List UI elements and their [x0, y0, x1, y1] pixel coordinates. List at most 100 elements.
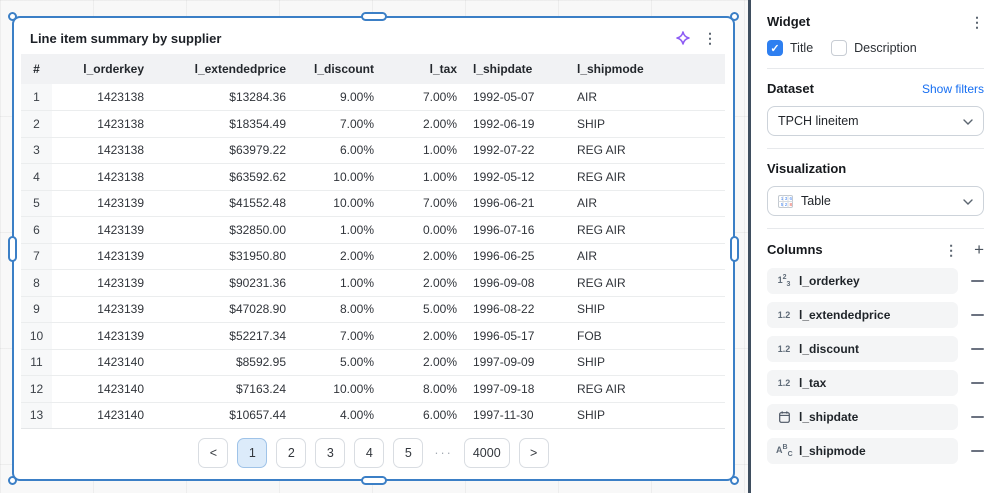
- table-cell: 6.00%: [382, 402, 465, 429]
- resize-handle-right[interactable]: [730, 235, 739, 262]
- table-row: 12 1423140 $7163.24 10.00% 8.00% 1997-09-18 RE…: [21, 375, 725, 403]
- widget-kebab-menu-icon[interactable]: ⋮: [703, 30, 717, 46]
- remove-column-button[interactable]: [958, 348, 984, 350]
- table-cell: 1423140: [52, 375, 152, 403]
- table-row: 8 1423139 $90231.36 1.00% 2.00% 1996-09-08 REG…: [21, 269, 725, 297]
- table-cell: 1423140: [52, 349, 152, 376]
- pagination-prev-button[interactable]: <: [198, 438, 229, 468]
- column-header-l_tax[interactable]: l_tax: [382, 54, 465, 84]
- table-row: 9 1423139 $47028.90 8.00% 5.00% 1996-08-22 SHI…: [21, 296, 725, 323]
- table-row: 5 1423139 $41552.48 10.00% 7.00% 1996-06-21 AI…: [21, 190, 725, 217]
- table-row: 11 1423140 $8592.95 5.00% 2.00% 1997-09-09 SHI…: [21, 349, 725, 376]
- row-index-cell: 13: [21, 402, 52, 429]
- table-cell: REG AIR: [569, 269, 725, 297]
- resize-handle-bottom-right[interactable]: [730, 476, 739, 485]
- table-cell: 1423138: [52, 110, 152, 138]
- table-cell: 7.00%: [382, 190, 465, 217]
- table-cell: 7.00%: [382, 84, 465, 111]
- divider: [767, 68, 984, 69]
- dataset-select[interactable]: TPCH lineitem: [767, 106, 984, 136]
- table-cell: 1996-08-22: [465, 296, 569, 323]
- column-header-l_orderkey[interactable]: l_orderkey: [52, 54, 152, 84]
- integer-123-icon: 123: [777, 274, 791, 288]
- row-index-cell: 3: [21, 137, 52, 164]
- column-header-l_shipdate[interactable]: l_shipdate: [465, 54, 569, 84]
- add-column-icon[interactable]: +: [974, 240, 984, 259]
- table-cell: 2.00%: [382, 322, 465, 350]
- visualization-section-title: Visualization: [767, 161, 847, 176]
- table-cell: 1992-07-22: [465, 137, 569, 164]
- page-button-1[interactable]: 1: [237, 438, 268, 468]
- column-item-l-orderkey[interactable]: 123 l_orderkey: [767, 268, 958, 294]
- column-header-l_extendedprice[interactable]: l_extendedprice: [152, 54, 294, 84]
- page-button-4000[interactable]: 4000: [463, 438, 510, 468]
- table-cell: 1996-05-17: [465, 322, 569, 350]
- column-item-l-tax[interactable]: 1.2 l_tax: [767, 370, 958, 396]
- column-header-l_discount[interactable]: l_discount: [294, 54, 382, 84]
- table-cell: 8.00%: [382, 375, 465, 403]
- table-cell: 10.00%: [294, 375, 382, 403]
- page-button-4[interactable]: 4: [354, 438, 385, 468]
- table-cell: 2.00%: [382, 349, 465, 376]
- resize-handle-top-left[interactable]: [8, 12, 17, 21]
- page-button-2[interactable]: 2: [276, 438, 307, 468]
- title-checkbox[interactable]: ✓ Title: [767, 40, 813, 56]
- divider: [767, 228, 984, 229]
- column-item-l-discount[interactable]: 1.2 l_discount: [767, 336, 958, 362]
- row-index-cell: 4: [21, 163, 52, 191]
- table-cell: 1996-06-21: [465, 190, 569, 217]
- column-item-l-shipdate[interactable]: l_shipdate: [767, 404, 958, 430]
- divider: [767, 148, 984, 149]
- chevron-down-icon: [963, 194, 973, 208]
- chevron-down-icon: [963, 114, 973, 128]
- table-cell: 5.00%: [382, 296, 465, 323]
- remove-column-button[interactable]: [958, 450, 984, 452]
- remove-column-button[interactable]: [958, 314, 984, 316]
- resize-handle-top[interactable]: [360, 12, 387, 21]
- pagination-ellipsis: ···: [432, 438, 455, 468]
- table-cell: 8.00%: [294, 296, 382, 323]
- column-header-l_shipmode[interactable]: l_shipmode: [569, 54, 725, 84]
- visualization-select[interactable]: 1 3 6 5 2 8 Table: [767, 186, 984, 216]
- page-button-5[interactable]: 5: [393, 438, 424, 468]
- table-widget[interactable]: Line item summary by supplier ⋮: [8, 12, 739, 485]
- table-cell: 1423138: [52, 163, 152, 191]
- table-cell: SHIP: [569, 402, 725, 429]
- table-cell: 1423139: [52, 322, 152, 350]
- column-item-l-extendedprice[interactable]: 1.2 l_extendedprice: [767, 302, 958, 328]
- calendar-icon: [776, 411, 792, 423]
- resize-handle-left[interactable]: [8, 235, 17, 262]
- table-cell: 2.00%: [382, 269, 465, 297]
- table-cell: 1423139: [52, 243, 152, 270]
- table-cell: 7.00%: [294, 322, 382, 350]
- column-header-index[interactable]: #: [21, 54, 52, 84]
- show-filters-link[interactable]: Show filters: [921, 81, 984, 96]
- table-cell: $41552.48: [152, 190, 294, 217]
- table-cell: $31950.80: [152, 243, 294, 270]
- resize-handle-top-right[interactable]: [730, 12, 739, 21]
- columns-section-title: Columns: [767, 242, 823, 257]
- table-cell: $63592.62: [152, 163, 294, 191]
- table-cell: REG AIR: [569, 137, 725, 164]
- description-checkbox[interactable]: Description: [831, 40, 917, 56]
- table-cell: 1423139: [52, 216, 152, 244]
- row-index-cell: 1: [21, 84, 52, 111]
- pagination-next-button[interactable]: >: [518, 438, 549, 468]
- remove-column-button[interactable]: [958, 280, 984, 282]
- table-cell: 1423139: [52, 190, 152, 217]
- resize-handle-bottom-left[interactable]: [8, 476, 17, 485]
- description-checkbox-label: Description: [854, 41, 917, 55]
- sparkle-ai-icon[interactable]: [675, 30, 691, 46]
- widget-section-kebab-icon[interactable]: ⋮: [970, 13, 984, 30]
- table-cell: 4.00%: [294, 402, 382, 429]
- table-cell: 1992-06-19: [465, 110, 569, 138]
- row-index-cell: 9: [21, 296, 52, 323]
- column-item-l-shipmode[interactable]: ABC l_shipmode: [767, 438, 958, 464]
- page-button-3[interactable]: 3: [315, 438, 346, 468]
- resize-handle-bottom[interactable]: [360, 476, 387, 485]
- remove-column-button[interactable]: [958, 416, 984, 418]
- columns-kebab-icon[interactable]: ⋮: [944, 241, 959, 258]
- table-cell: 1.00%: [294, 269, 382, 297]
- table-cell: $32850.00: [152, 216, 294, 244]
- remove-column-button[interactable]: [958, 382, 984, 384]
